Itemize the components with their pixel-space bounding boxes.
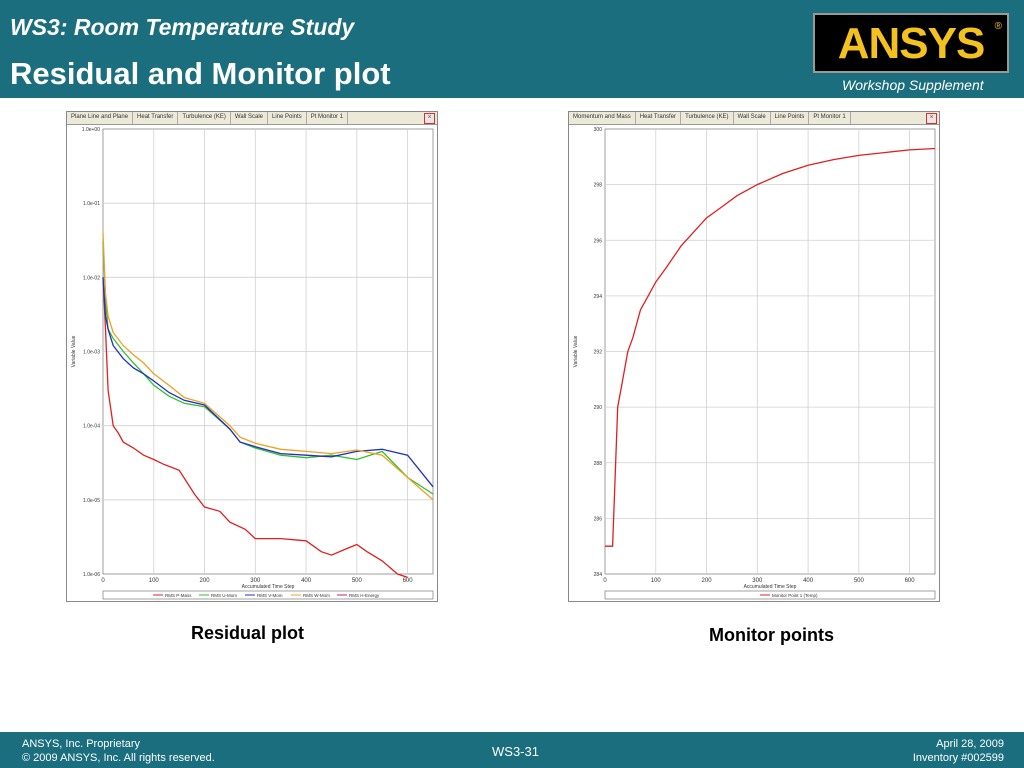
header-bar: WS3: Room Temperature Study Residual and… (0, 0, 1024, 98)
footer-copyright: © 2009 ANSYS, Inc. All rights reserved. (22, 752, 215, 764)
y-tick-label: 1.0e-01 (83, 201, 100, 207)
y-tick-label: 1.0e+00 (82, 127, 100, 133)
x-tick-label: 400 (301, 578, 312, 584)
x-tick-label: 500 (352, 578, 363, 584)
y-axis-label: Variable Value (573, 335, 579, 367)
y-tick-label: 292 (594, 350, 603, 356)
y-tick-label: 1.0e-02 (83, 275, 100, 281)
slide-title: Residual and Monitor plot (10, 56, 391, 91)
x-tick-label: 600 (403, 578, 414, 584)
tab-monitor-1[interactable]: Heat Transfer (636, 112, 682, 124)
y-tick-label: 290 (594, 405, 603, 411)
legend-label: RMS W-Mom (303, 593, 330, 598)
x-tick-label: 600 (905, 578, 916, 584)
x-tick-label: 300 (250, 578, 261, 584)
y-tick-label: 1.0e-06 (83, 572, 100, 578)
x-tick-label: 400 (803, 578, 814, 584)
x-tick-label: 100 (149, 578, 160, 584)
footer-left: ANSYS, Inc. Proprietary © 2009 ANSYS, In… (22, 737, 215, 765)
legend-label: Monitor Point 1 (Temp) (772, 593, 818, 598)
residual-caption: Residual plot (191, 623, 305, 643)
x-tick-label: 200 (200, 578, 211, 584)
tab-residual-4[interactable]: Line Points (268, 112, 307, 124)
x-tick-label: 100 (651, 578, 662, 584)
footer-bar: ANSYS, Inc. Proprietary © 2009 ANSYS, In… (0, 732, 1024, 768)
footer-date: April 28, 2009 (936, 738, 1004, 750)
footer-proprietary: ANSYS, Inc. Proprietary (22, 738, 140, 750)
legend-label: RMS H-Energy (349, 593, 380, 598)
x-tick-label: 0 (101, 578, 105, 584)
monitor-plot-panel: Momentum and Mass Heat Transfer Turbulen… (568, 111, 940, 602)
workshop-subtitle: WS3: Room Temperature Study (10, 14, 355, 40)
tab-residual-0[interactable]: Plane Line and Plane (67, 112, 134, 124)
tab-residual-3[interactable]: Wall Scale (231, 112, 268, 124)
monitor-tab-bar: Momentum and Mass Heat Transfer Turbulen… (569, 112, 939, 125)
x-tick-label: 300 (752, 578, 763, 584)
legend-label: RMS P-Mass (165, 593, 192, 598)
y-tick-label: 286 (594, 516, 603, 522)
x-tick-label: 200 (702, 578, 713, 584)
y-tick-label: 1.0e-04 (83, 424, 100, 430)
y-tick-label: 300 (594, 127, 603, 133)
y-tick-label: 296 (594, 238, 603, 244)
close-icon[interactable]: × (926, 113, 937, 124)
y-tick-label: 1.0e-05 (83, 498, 100, 504)
legend-label: RMS U-Mom (211, 593, 237, 598)
x-axis-label: Accumulated Time Step (242, 584, 295, 590)
footer-right: April 28, 2009 Inventory #002599 (913, 737, 1004, 765)
series-line (605, 147, 936, 547)
residual-tab-bar: Plane Line and Plane Heat Transfer Turbu… (67, 112, 437, 125)
slide-number: WS3-31 (492, 744, 539, 759)
tab-residual-1[interactable]: Heat Transfer (133, 112, 179, 124)
y-tick-label: 294 (594, 294, 603, 300)
logo-text: ANSYS (837, 19, 986, 68)
footer-inventory: Inventory #002599 (912, 752, 1004, 764)
monitor-chart: 0 100 200 300 400 500 600 300 298 296 294 292 290 288… (573, 127, 936, 600)
tab-monitor-3[interactable]: Wall Scale (734, 112, 771, 124)
legend-label: RMS V-Mom (257, 593, 283, 598)
x-tick-label: 0 (603, 578, 607, 584)
y-tick-label: 284 (594, 572, 603, 578)
ansys-logo: ANSYS ® (813, 13, 1009, 73)
workshop-supplement: Workshop Supplement (842, 77, 984, 93)
monitor-caption: Monitor points (709, 625, 834, 645)
tab-monitor-0[interactable]: Momentum and Mass (569, 112, 636, 124)
tab-monitor-2[interactable]: Turbulence (KE) (681, 112, 734, 124)
residual-chart: 0 100 200 300 400 500 600 1.0e+00 1.0e-01 1.0e-02… (71, 127, 434, 600)
residual-plot-panel: Plane Line and Plane Heat Transfer Turbu… (66, 111, 438, 602)
y-axis-label: Variable Value (71, 335, 77, 367)
close-icon[interactable]: × (424, 113, 435, 124)
y-tick-label: 1.0e-03 (83, 350, 100, 356)
y-tick-label: 298 (594, 183, 603, 189)
y-tick-label: 288 (594, 461, 603, 467)
tab-monitor-4[interactable]: Line Points (771, 112, 810, 124)
series-line (102, 241, 434, 495)
tab-residual-2[interactable]: Turbulence (KE) (178, 112, 231, 124)
logo-registered: ® (994, 21, 1002, 32)
x-tick-label: 500 (854, 578, 865, 584)
tab-monitor-5[interactable]: Pt Monitor 1 (809, 112, 851, 124)
series-line (102, 232, 434, 501)
x-axis-label: Accumulated Time Step (744, 584, 797, 590)
series-line (102, 277, 408, 579)
legend-box (102, 590, 434, 600)
tab-residual-5[interactable]: Pt Monitor 1 (307, 112, 349, 124)
series-line (102, 277, 434, 488)
